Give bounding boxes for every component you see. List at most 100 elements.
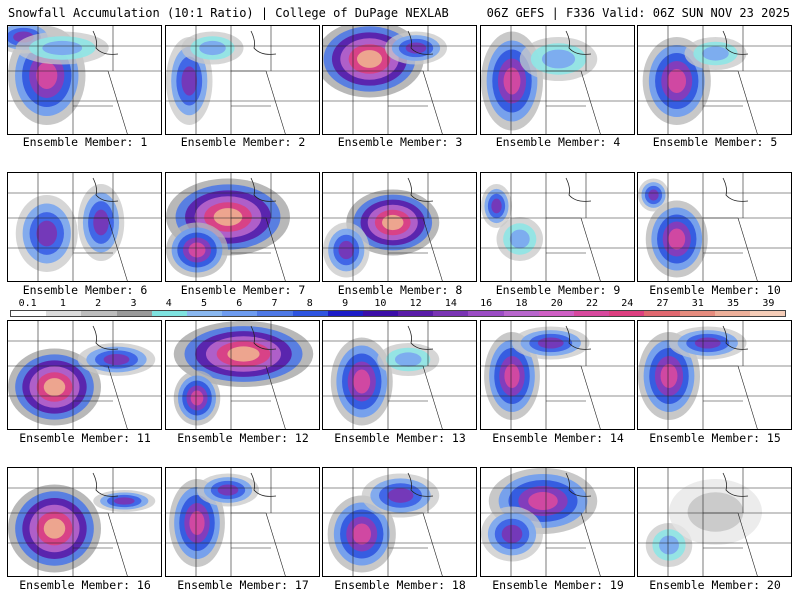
snowfall-map-svg: [8, 468, 161, 576]
river-line: [722, 472, 749, 497]
ensemble-member-map: [7, 25, 162, 135]
ensemble-member-map: [637, 172, 792, 282]
snowfall-contour: [509, 229, 530, 249]
state-boundary: [265, 365, 286, 429]
ensemble-member-map: [322, 172, 477, 282]
snowfall-contour: [537, 337, 564, 349]
ensemble-member-map: [7, 320, 162, 430]
river-line: [565, 325, 592, 350]
river-line: [407, 472, 434, 497]
state-boundary: [580, 365, 601, 429]
river-line: [565, 472, 592, 497]
river-line: [92, 325, 119, 350]
member-caption: Ensemble Member: 16: [19, 578, 151, 592]
legend-swatch: [257, 311, 293, 316]
member-caption: Ensemble Member: 12: [177, 431, 309, 445]
snowfall-contour: [199, 40, 226, 56]
snowfall-contour: [190, 390, 204, 406]
state-boundary: [580, 217, 601, 281]
state-boundary: [107, 512, 128, 576]
legend-tick-label: 3: [130, 298, 137, 309]
legend-swatch: [433, 311, 469, 316]
member-caption: Ensemble Member: 20: [649, 578, 781, 592]
snowfall-map-svg: [166, 26, 319, 134]
member-caption: Ensemble Member: 15: [649, 431, 781, 445]
river-line: [407, 30, 434, 55]
snowfall-contour: [501, 524, 523, 544]
legend-tick-label: 2: [95, 298, 102, 309]
member-caption: Ensemble Member: 10: [649, 283, 781, 297]
legend-swatch: [538, 311, 574, 316]
legend-swatch: [714, 311, 750, 316]
legend-swatch: [609, 311, 645, 316]
legend-swatch: [222, 311, 258, 316]
ensemble-member-map: [7, 172, 162, 282]
snowfall-contour: [382, 214, 404, 231]
snowfall-map-svg: [481, 26, 634, 134]
state-boundary: [737, 217, 758, 281]
ensemble-member-map: [322, 320, 477, 430]
snowfall-contour: [181, 66, 197, 96]
legend-tick-label: 9: [342, 298, 349, 309]
state-boundary: [580, 512, 601, 576]
river-line: [565, 30, 592, 55]
member-caption: Ensemble Member: 8: [337, 283, 463, 297]
snowfall-contour: [189, 511, 205, 535]
snowfall-map-svg: [323, 468, 476, 576]
state-boundary: [422, 217, 443, 281]
snowfall-map-svg: [323, 321, 476, 429]
snowfall-map-svg: [638, 26, 791, 134]
snowfall-map-svg: [323, 173, 476, 281]
state-boundary: [422, 70, 443, 134]
header: Snowfall Accumulation (10:1 Ratio) | Col…: [0, 0, 800, 24]
river-line: [250, 472, 277, 497]
river-line: [722, 177, 749, 202]
state-boundary: [107, 217, 128, 281]
legend-tick-label: 12: [409, 298, 422, 309]
ensemble-member-map: [165, 25, 320, 135]
state-boundary: [265, 512, 286, 576]
snowfall-map-svg: [8, 26, 161, 134]
legend-tick-label: 16: [480, 298, 493, 309]
snowfall-contour: [648, 189, 659, 201]
member-caption: Ensemble Member: 17: [177, 578, 309, 592]
ensemble-member-map: [637, 320, 792, 430]
ensemble-member-map: [322, 467, 477, 577]
member-caption: Ensemble Member: 7: [180, 283, 306, 297]
legend-tick-label: 18: [515, 298, 528, 309]
ensemble-member-map: [480, 25, 635, 135]
member-caption: Ensemble Member: 9: [495, 283, 621, 297]
snowfall-map-svg: [638, 173, 791, 281]
legend-tick-label: 8: [306, 298, 313, 309]
legend-tick-label: 10: [374, 298, 387, 309]
snowfall-contour: [541, 49, 576, 69]
ensemble-member-map: [637, 25, 792, 135]
ensemble-member-map: [480, 172, 635, 282]
snowfall-contour: [394, 352, 422, 367]
river-line: [722, 325, 749, 350]
member-caption: Ensemble Member: 5: [652, 135, 778, 149]
legend-swatch: [46, 311, 82, 316]
member-caption: Ensemble Member: 4: [495, 135, 621, 149]
snowfall-contour: [43, 518, 66, 539]
legend-tick-label: 20: [550, 298, 563, 309]
snowfall-contour: [188, 242, 206, 258]
snowfall-map-svg: [481, 321, 634, 429]
snowfall-contour: [491, 198, 502, 214]
state-boundary: [107, 365, 128, 429]
ensemble-member-map: [165, 467, 320, 577]
legend-tick-label: 35: [727, 298, 740, 309]
snowfall-contour: [387, 488, 414, 503]
legend-swatch: [151, 311, 187, 316]
valid-time-title: 06Z GEFS | F336 Valid: 06Z SUN NOV 23 20…: [486, 6, 790, 20]
legend-tick-label: 4: [165, 298, 172, 309]
state-boundary: [422, 512, 443, 576]
snowfall-contour: [660, 364, 678, 388]
member-caption: Ensemble Member: 6: [22, 283, 148, 297]
snowfall-map-svg: [323, 26, 476, 134]
legend-labels: 0.1 1 2 3 4 5 6 7 8 9 10 12 14 16 18 20 22 24 27 31 35 39: [10, 298, 786, 309]
snowfall-contour: [113, 497, 135, 505]
product-title: Snowfall Accumulation (10:1 Ratio) | Col…: [8, 6, 449, 20]
snowfall-map-svg: [481, 468, 634, 576]
snowfall-contour: [93, 209, 109, 236]
